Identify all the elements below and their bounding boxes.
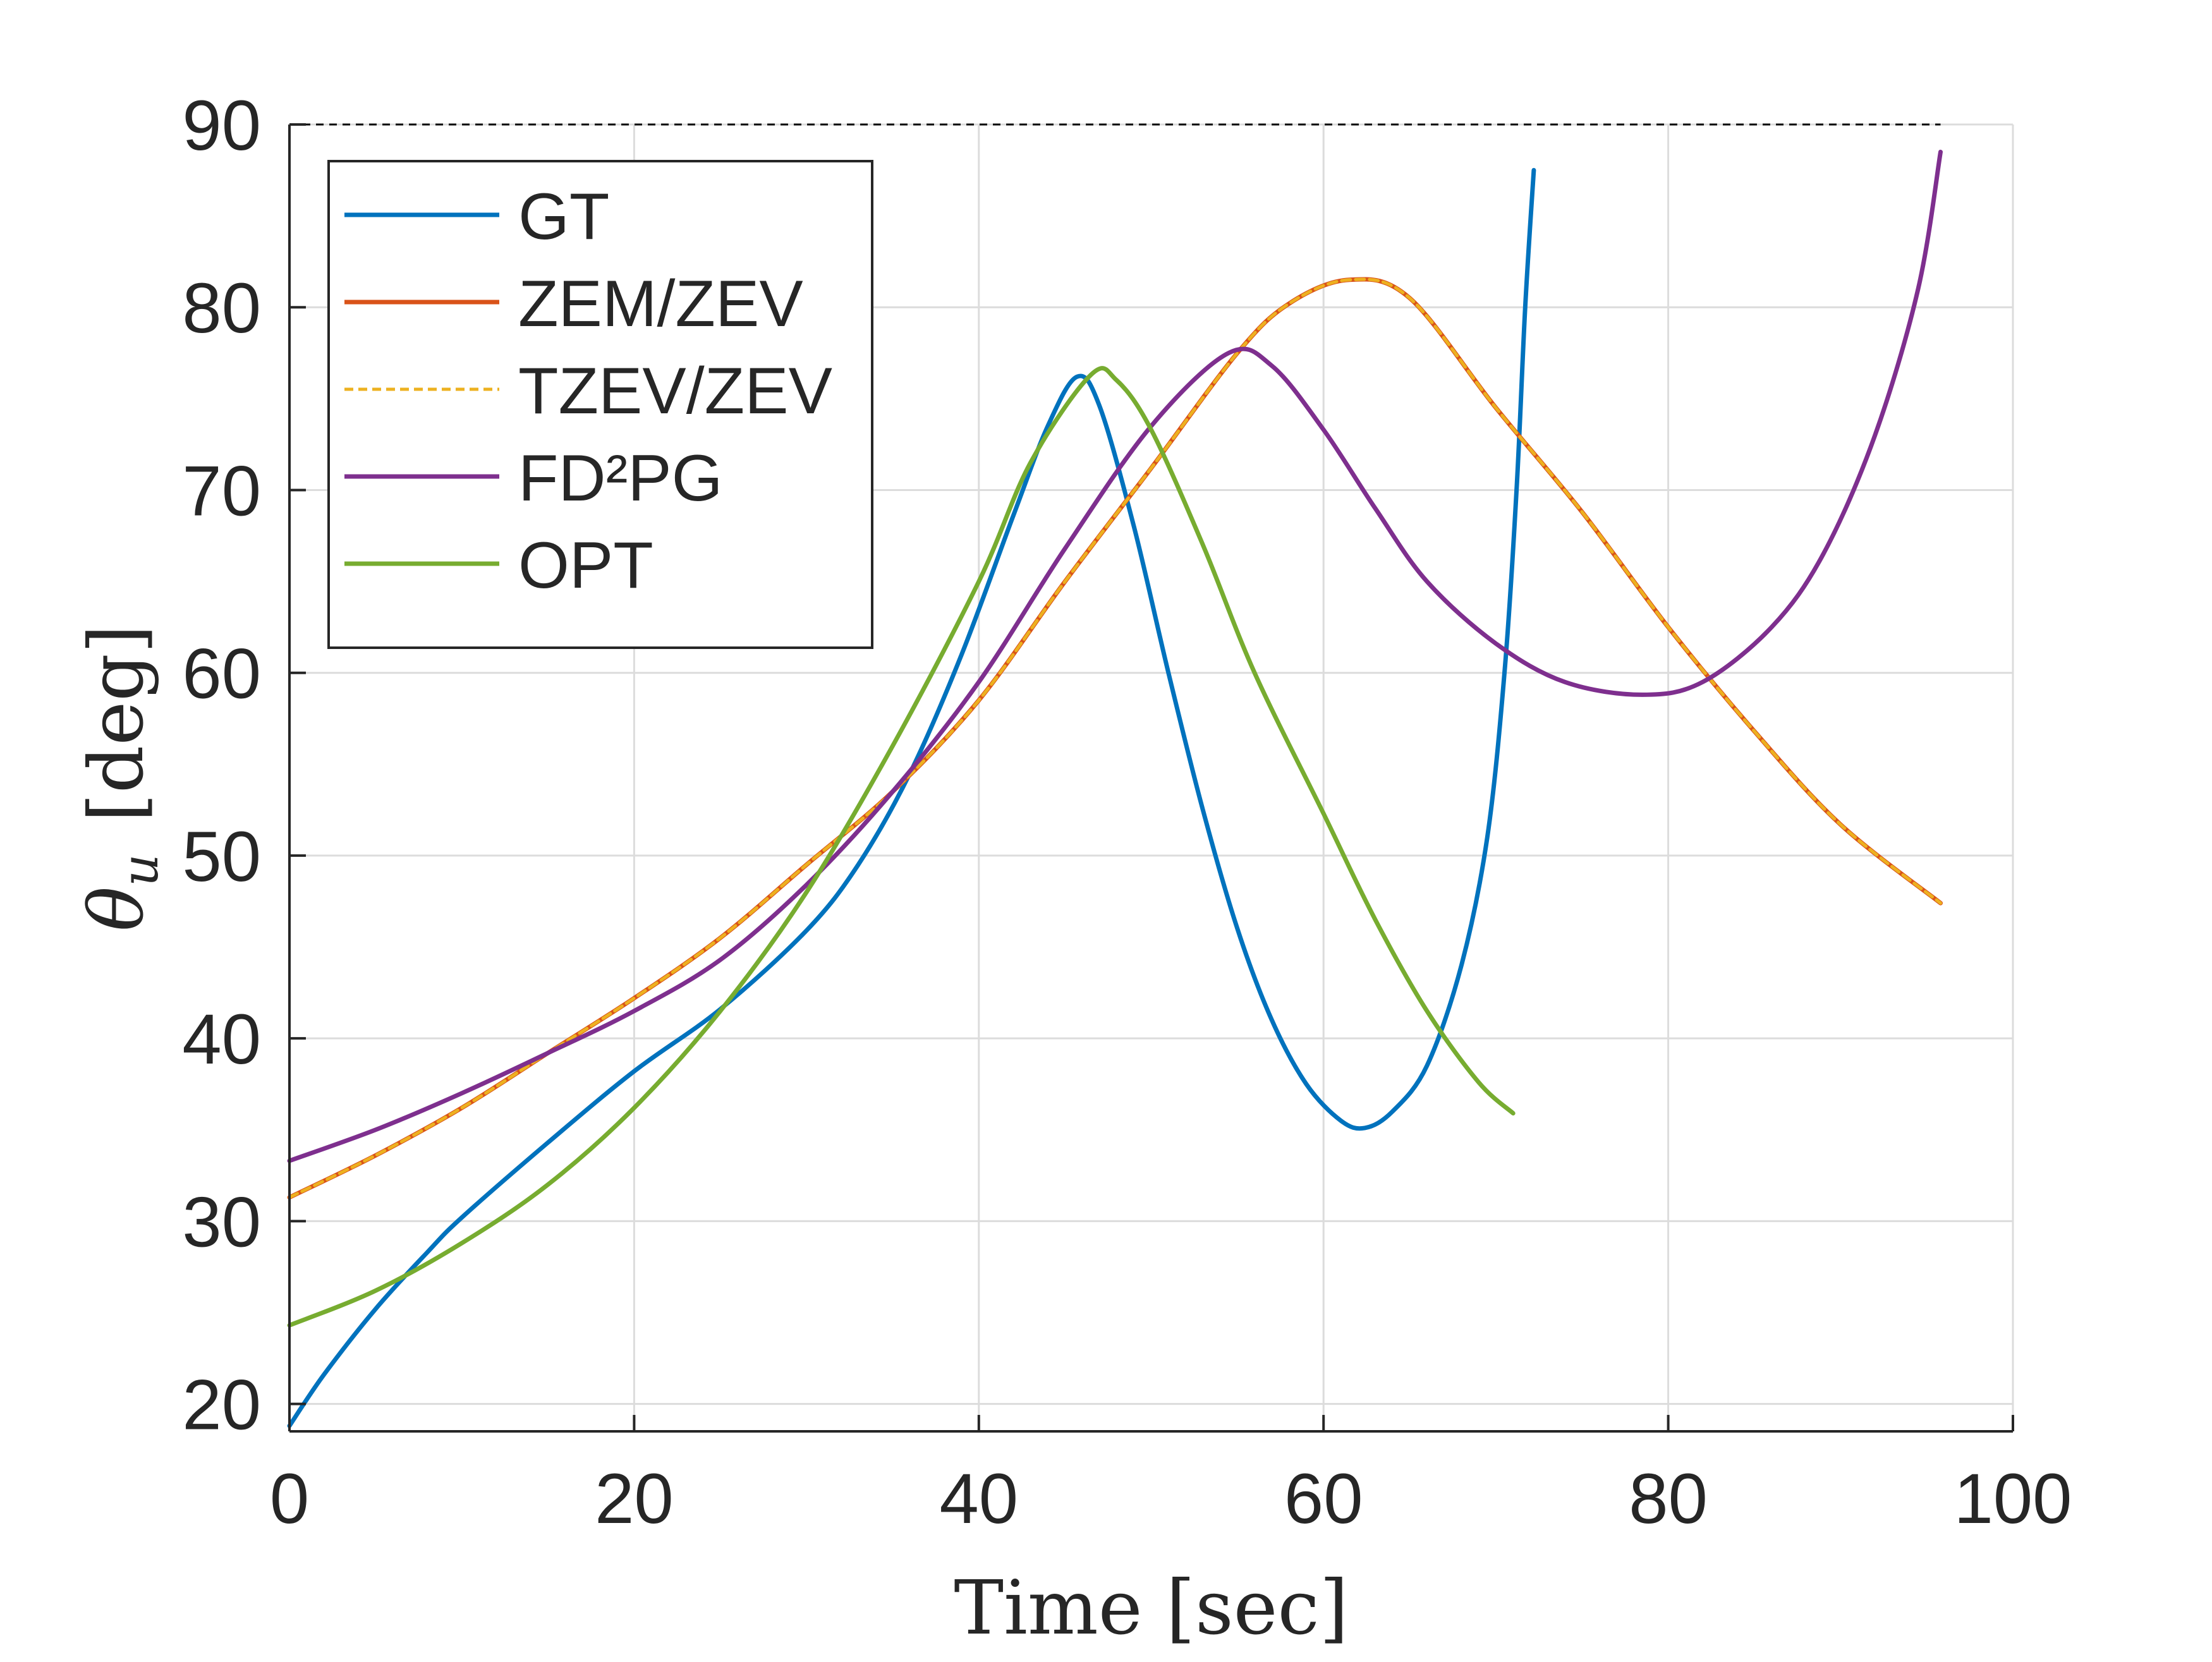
- x-tick-label: 0: [270, 1459, 309, 1538]
- y-tick-label: 30: [182, 1182, 261, 1261]
- series-line-opt: [287, 366, 1516, 1328]
- y-tick-label: 90: [182, 86, 261, 165]
- y-tick-label: 80: [182, 269, 261, 348]
- series-line-tzev-zev: [288, 277, 1942, 1199]
- legend-label-fd-pg: FD²PG: [518, 442, 723, 515]
- legend-label-gt: GT: [518, 180, 609, 253]
- legend-label-zem-zev: ZEM/ZEV: [518, 267, 803, 341]
- x-tick-label: 80: [1629, 1459, 1708, 1538]
- x-tick-label: 60: [1284, 1459, 1363, 1538]
- y-tick-label: 50: [182, 817, 261, 896]
- series-lines: [287, 123, 1943, 1428]
- y-axis-title: θu [deg]: [73, 624, 169, 931]
- legend-label-tzev-zev: TZEV/ZEV: [518, 355, 832, 428]
- series-line-gt: [287, 167, 1536, 1428]
- y-tick-label: 60: [182, 634, 261, 713]
- x-tick-label: 100: [1954, 1459, 2072, 1538]
- y-tick-label: 20: [182, 1366, 261, 1445]
- legend-label-opt: OPT: [518, 529, 653, 602]
- legend-box: [327, 160, 873, 649]
- y-tick-label: 70: [182, 451, 261, 530]
- axes: [288, 123, 2014, 1433]
- x-tick-label: 40: [940, 1459, 1019, 1538]
- y-axis-symbol: θ: [73, 887, 160, 931]
- y-axis-subscript: u: [111, 854, 169, 887]
- series-line-fd-pg: [287, 149, 1943, 1163]
- y-axis-unit: [deg]: [73, 624, 160, 822]
- x-tick-label: 20: [595, 1459, 674, 1538]
- y-tick-label: 40: [182, 1000, 261, 1079]
- x-axis-title: Time [sec]: [954, 1564, 1348, 1651]
- legend: GT ZEM/ZEV TZEV/ZEV FD²PG OPT: [327, 160, 873, 649]
